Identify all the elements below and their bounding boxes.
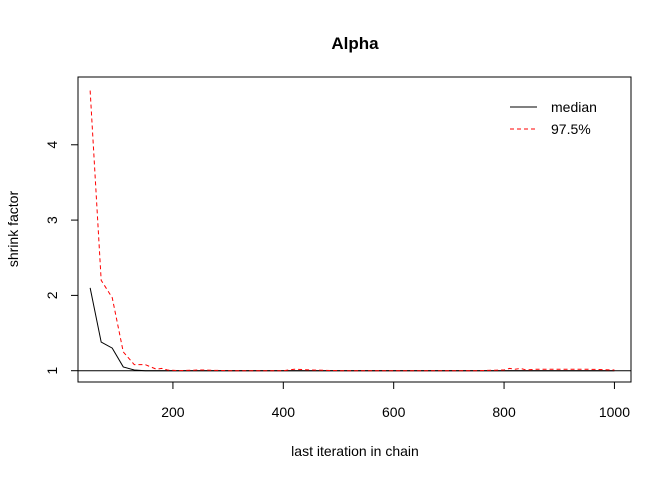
x-tick-label: 1000 [599,404,630,420]
x-tick-label: 800 [492,404,516,420]
y-axis-label: shrink factor [5,191,21,268]
y-tick-label: 3 [44,216,60,224]
y-axis: 1 2 3 4 [44,141,78,375]
plot-frame [77,76,632,383]
series-upper-line [89,90,615,372]
x-tick-label: 600 [382,404,406,420]
chart-title: Alpha [331,34,379,53]
x-tick-label: 400 [272,404,296,420]
y-tick-label: 2 [44,291,60,299]
legend-label: median [551,99,597,115]
x-axis: 200 400 600 800 1000 [161,382,630,420]
y-tick-label: 4 [44,141,60,149]
legend: median 97.5% [510,99,597,137]
legend-label: 97.5% [551,121,591,137]
x-axis-label: last iteration in chain [291,443,419,459]
series-median-line [89,287,615,372]
x-tick-label: 200 [161,404,185,420]
y-tick-label: 1 [44,367,60,375]
